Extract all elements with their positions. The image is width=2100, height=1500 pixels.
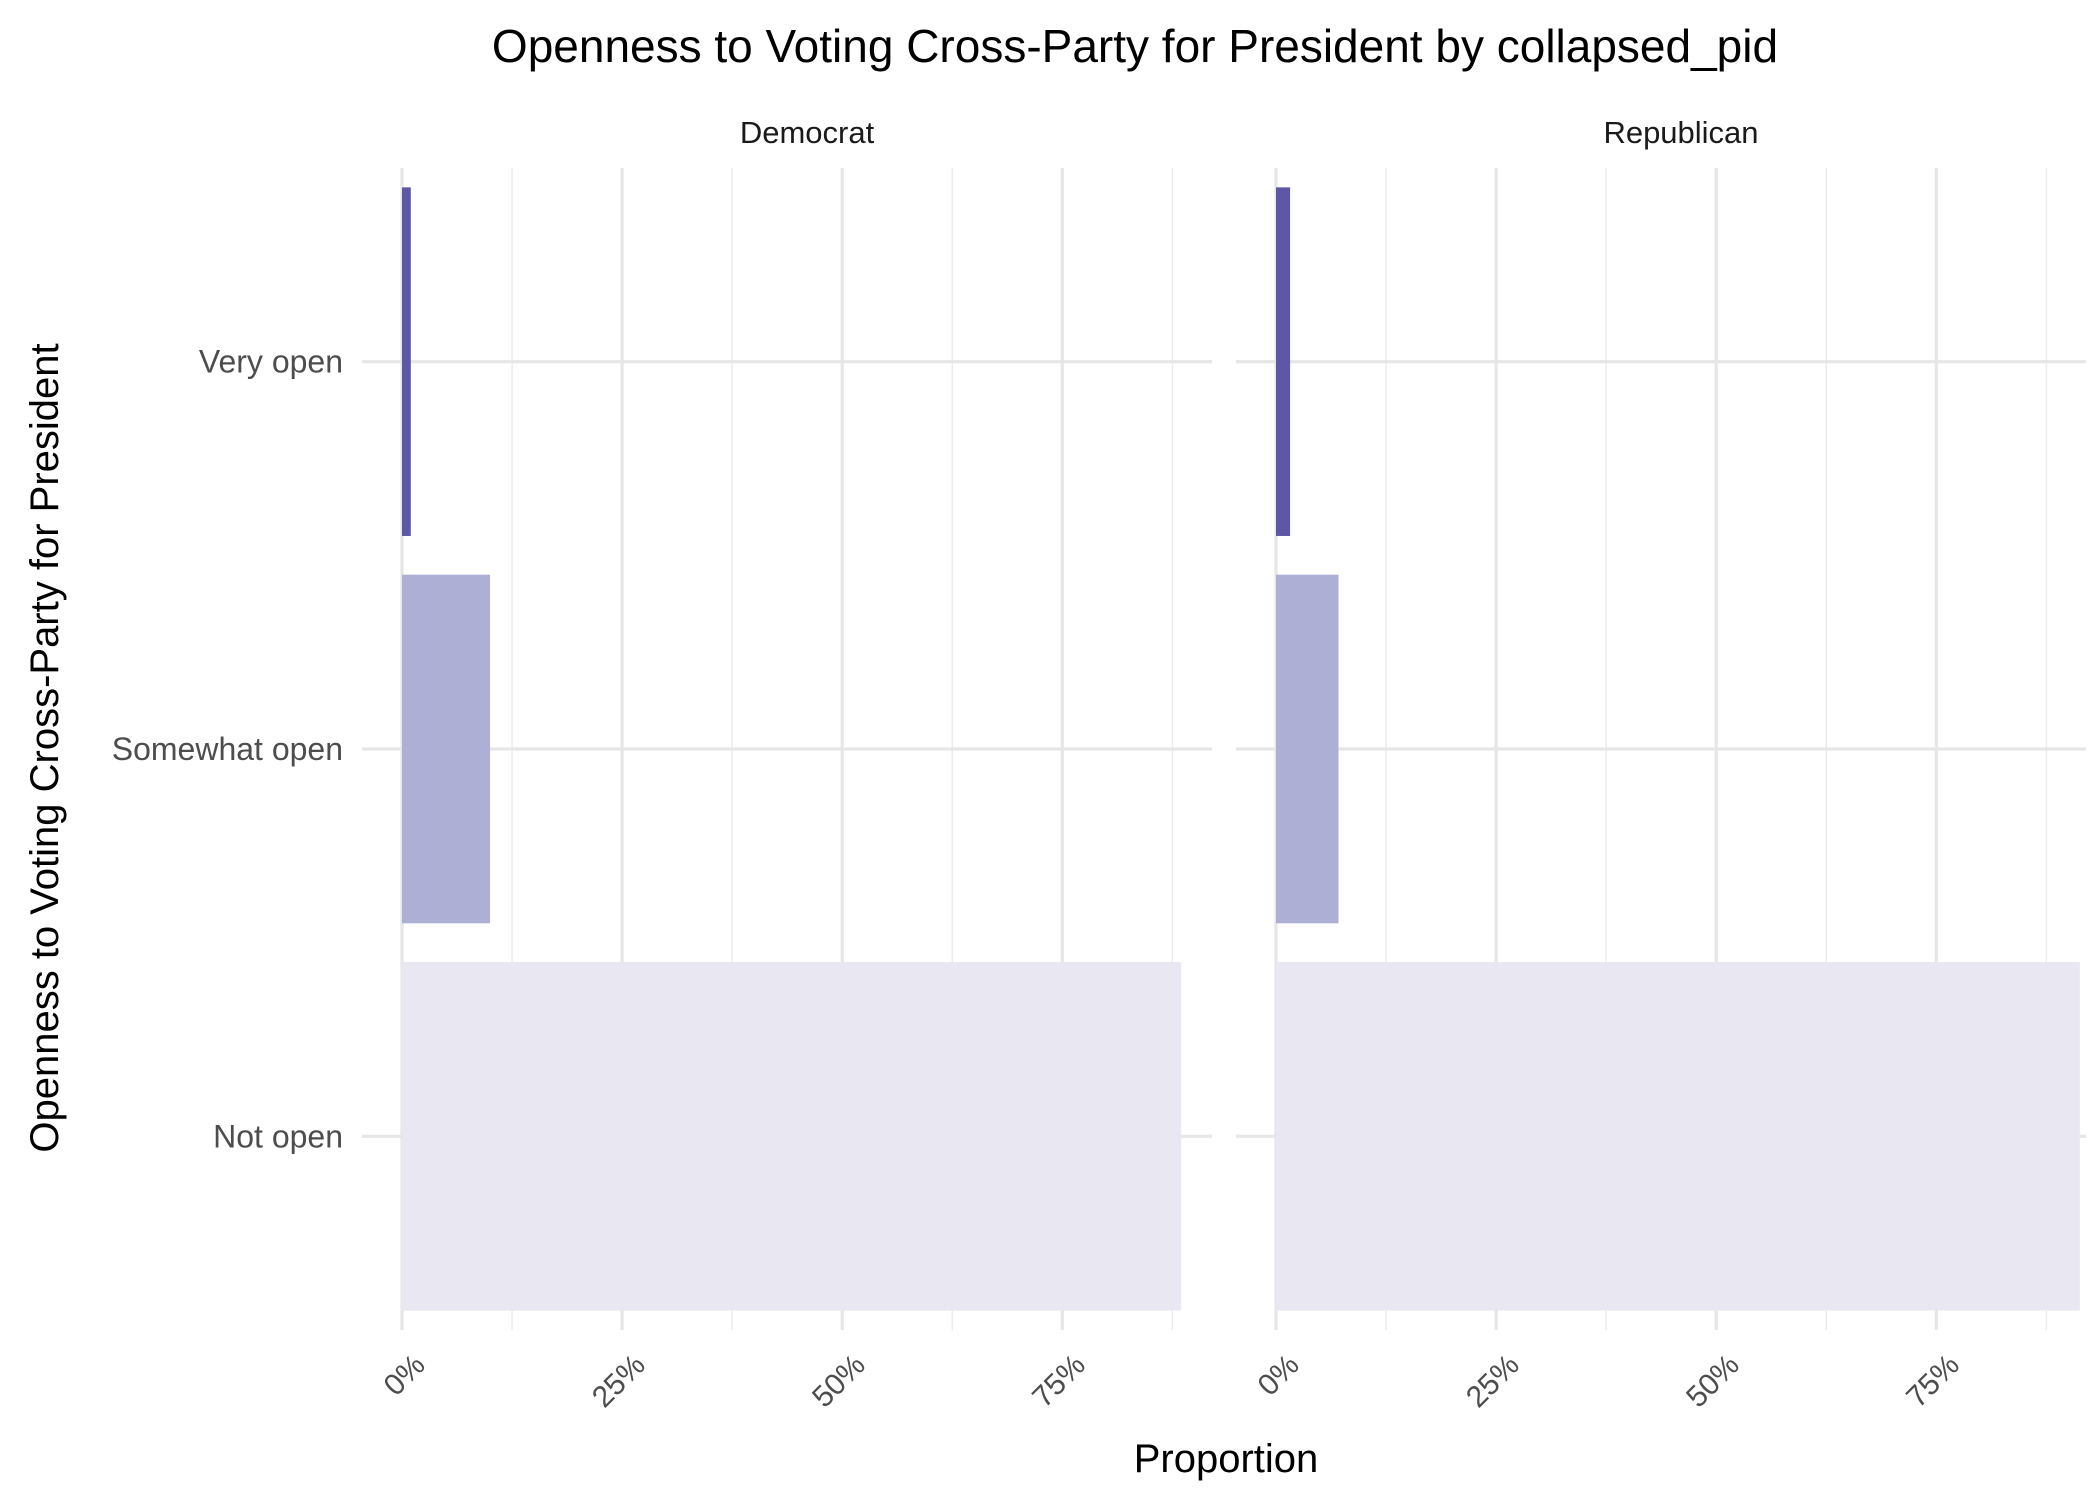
bar-democrat-not-open [402, 962, 1182, 1311]
bar-democrat-very-open [402, 187, 411, 536]
facet-label-democrat: Democrat [740, 115, 875, 150]
facet-panels: Democrat 0% 25% 50% 75% Republican 0% 25% 50% 75%… [112, 115, 2086, 1414]
y-tick-label-not-open: Not open [213, 1118, 343, 1154]
bar-republican-somewhat-open [1276, 574, 1339, 924]
chart-title: Openness to Voting Cross-Party for Presi… [492, 20, 1778, 72]
x-tick-label: 25% [1460, 1348, 1526, 1414]
bar-republican-not-open [1276, 962, 2080, 1311]
y-axis-title: Openness to Voting Cross-Party for Presi… [23, 343, 67, 1152]
bar-republican-very-open [1276, 187, 1291, 536]
x-tick-label: 25% [586, 1348, 652, 1414]
x-axis-title: Proportion [1134, 1437, 1319, 1481]
x-tick-label: 75% [1026, 1348, 1092, 1414]
x-tick-label: 0% [1252, 1348, 1306, 1402]
y-axis: Very open Somewhat open Not open [112, 344, 343, 1155]
x-tick-label: 50% [1680, 1348, 1746, 1414]
facet-label-republican: Republican [1603, 115, 1758, 150]
panel-democrat: Democrat 0% 25% 50% 75% [362, 115, 1212, 1414]
y-tick-label-very-open: Very open [199, 344, 343, 380]
x-tick-label: 0% [378, 1348, 432, 1402]
x-tick-label: 50% [806, 1348, 872, 1414]
x-tick-label: 75% [1900, 1348, 1966, 1414]
panel-republican: Republican 0% 25% 50% 75% [1236, 115, 2086, 1414]
bar-democrat-somewhat-open [402, 574, 491, 924]
y-tick-label-somewhat-open: Somewhat open [112, 731, 343, 767]
